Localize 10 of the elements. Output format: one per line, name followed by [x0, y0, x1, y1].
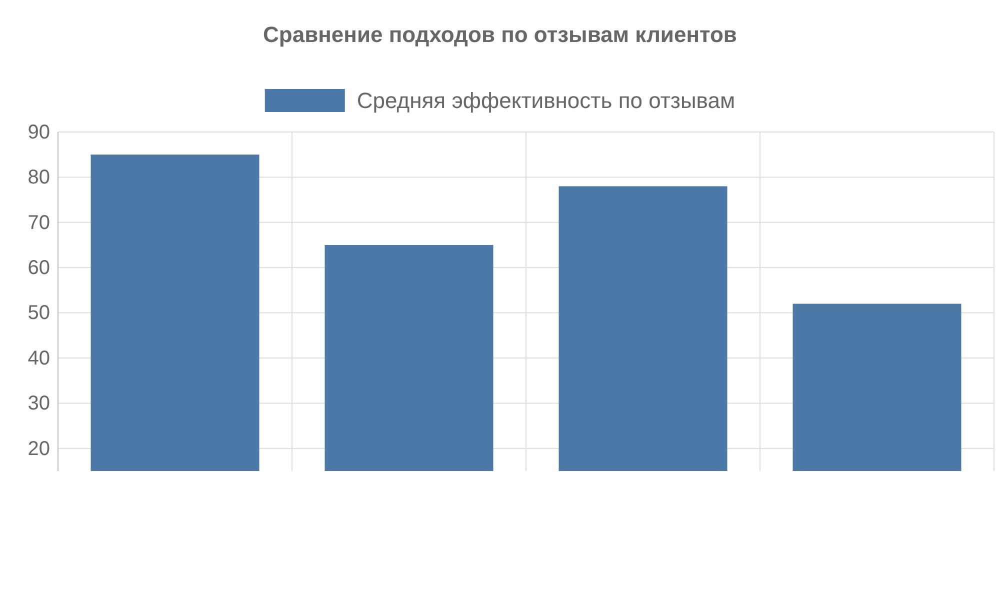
y-tick-label: 90 [28, 121, 50, 144]
y-tick-label: 70 [28, 212, 50, 234]
y-tick-label: 40 [28, 347, 50, 370]
legend-label: Средняя эффективность по отзывам [356, 88, 736, 113]
y-tick-label: 50 [28, 302, 50, 324]
y-tick-label: 80 [28, 166, 50, 189]
y-tick-label: 60 [28, 257, 50, 279]
y-tick-label: 20 [28, 438, 50, 460]
chart-title: Сравнение подходов по отзывам клиентов [263, 22, 737, 47]
y-tick-label: 30 [28, 392, 50, 415]
